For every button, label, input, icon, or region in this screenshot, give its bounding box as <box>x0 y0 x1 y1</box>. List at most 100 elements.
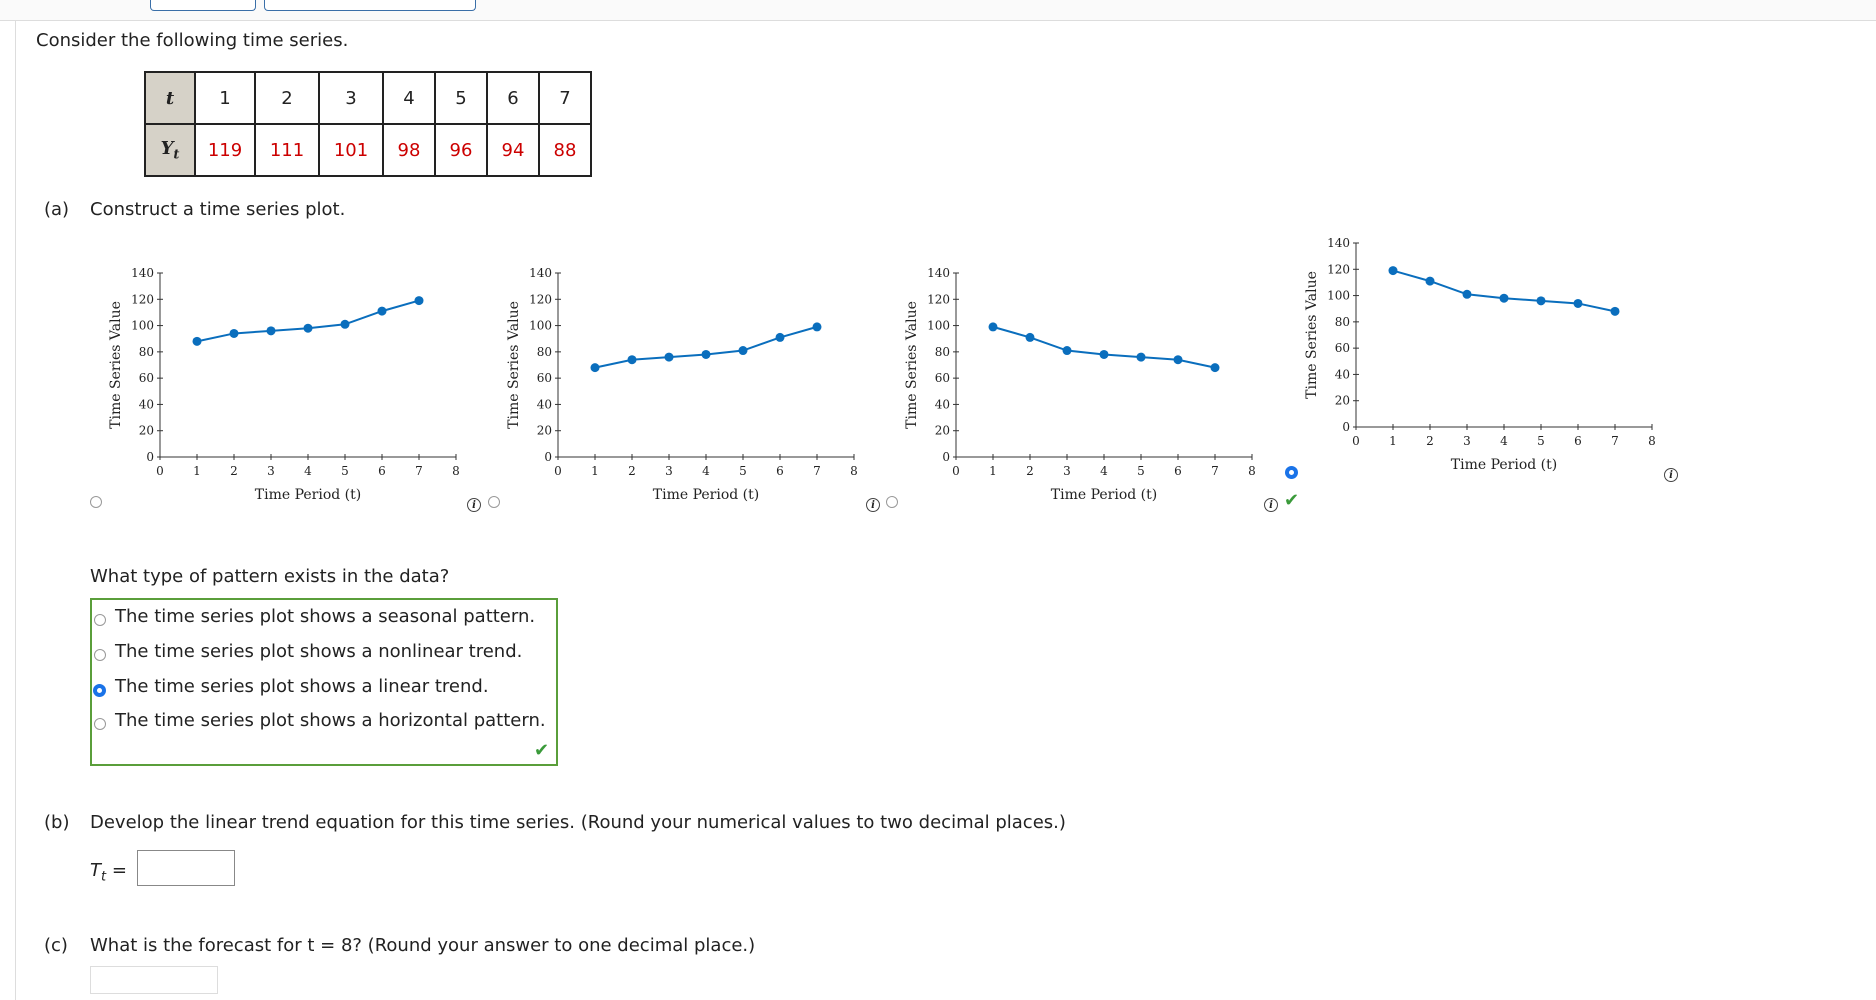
part-c-letter: (c) <box>44 935 68 956</box>
data-point <box>1136 352 1146 362</box>
y-tick-label: 140 <box>131 266 154 280</box>
info-icon[interactable]: i <box>866 498 880 512</box>
x-tick-label: 4 <box>1500 434 1508 448</box>
pattern-option-radio-selected[interactable] <box>93 684 106 697</box>
x-tick-label: 0 <box>1352 434 1360 448</box>
data-point <box>701 349 711 359</box>
y-tick-label: 100 <box>529 319 552 333</box>
data-point <box>192 336 202 346</box>
y-tick-label: 120 <box>1327 262 1350 276</box>
y-tick-label: 0 <box>544 450 552 464</box>
x-tick-label: 5 <box>341 464 349 478</box>
plot-option-4-radio[interactable] <box>1285 466 1298 479</box>
intro-text: Consider the following time series. <box>36 30 349 51</box>
y-tick-label: 20 <box>935 424 950 438</box>
pattern-option-radio[interactable] <box>94 614 106 626</box>
part-c-text: What is the forecast for t = 8? (Round y… <box>90 935 756 956</box>
y-tick-label: 60 <box>537 371 552 385</box>
table-cell: 5 <box>434 71 488 125</box>
x-tick-label: 4 <box>304 464 312 478</box>
data-point <box>1536 296 1546 306</box>
x-tick-label: 4 <box>1100 464 1108 478</box>
y-tick-label: 20 <box>537 424 552 438</box>
data-point <box>266 326 276 336</box>
data-point <box>1173 355 1183 365</box>
info-icon[interactable]: i <box>1264 498 1278 512</box>
pattern-option-radio[interactable] <box>94 718 106 730</box>
table-cell: 96 <box>434 123 488 177</box>
x-tick-label: 8 <box>1648 434 1656 448</box>
table-cell: 119 <box>194 123 256 177</box>
data-point <box>1610 306 1620 316</box>
x-tick-label: 6 <box>1574 434 1582 448</box>
y-tick-label: 60 <box>935 371 950 385</box>
checkmark-icon: ✔ <box>1284 490 1300 511</box>
table-cell: 88 <box>538 123 592 177</box>
pattern-option-label[interactable]: The time series plot shows a seasonal pa… <box>115 606 536 627</box>
pattern-option-label[interactable]: The time series plot shows a linear tren… <box>115 676 489 697</box>
y-tick-label: 120 <box>131 292 154 306</box>
part-a-text: Construct a time series plot. <box>90 199 346 220</box>
info-icon[interactable]: i <box>1664 468 1678 482</box>
pattern-option-label[interactable]: The time series plot shows a horizontal … <box>115 710 546 731</box>
table-cell: 111 <box>254 123 320 177</box>
forecast-input[interactable] <box>90 966 218 994</box>
plot-option-3-radio[interactable] <box>886 496 898 508</box>
x-axis-label: Time Period (t) <box>255 487 361 503</box>
data-point <box>590 363 600 373</box>
table-cell: 7 <box>538 71 592 125</box>
data-point <box>377 306 387 316</box>
top-toolbar <box>0 0 1876 21</box>
x-tick-label: 1 <box>193 464 201 478</box>
x-tick-label: 1 <box>591 464 599 478</box>
y-tick-label: 60 <box>1335 341 1350 355</box>
data-table: t 1 2 3 4 5 6 7 Yt 119 111 101 98 96 94 … <box>144 71 592 177</box>
y-tick-label: 120 <box>529 292 552 306</box>
plot-option-2-radio[interactable] <box>488 496 500 508</box>
plot-option-1-radio[interactable] <box>90 496 102 508</box>
x-tick-label: 2 <box>1426 434 1434 448</box>
part-b-text: Develop the linear trend equation for th… <box>90 812 1066 833</box>
data-point <box>1025 332 1035 342</box>
table-cell: 4 <box>382 71 436 125</box>
data-point <box>414 296 424 306</box>
y-tick-label: 80 <box>537 345 552 359</box>
y-axis-label: Time Series Value <box>904 301 920 429</box>
pattern-question: What type of pattern exists in the data? <box>90 566 450 587</box>
toolbar-tab[interactable] <box>150 0 256 11</box>
info-icon[interactable]: i <box>467 498 481 512</box>
pattern-option-label[interactable]: The time series plot shows a nonlinear t… <box>115 641 523 662</box>
x-tick-label: 1 <box>1389 434 1397 448</box>
trend-equation-label: Tt = <box>90 860 127 885</box>
table-row: t 1 2 3 4 5 6 7 <box>144 71 592 125</box>
y-tick-label: 80 <box>935 345 950 359</box>
toolbar-tab[interactable] <box>264 0 476 11</box>
data-point <box>1499 293 1509 303</box>
x-tick-label: 3 <box>267 464 275 478</box>
y-tick-label: 100 <box>927 319 950 333</box>
data-point <box>812 322 822 332</box>
x-tick-label: 5 <box>1537 434 1545 448</box>
y-tick-label: 0 <box>942 450 950 464</box>
table-cell: 98 <box>382 123 436 177</box>
x-tick-label: 6 <box>378 464 386 478</box>
table-cell: 1 <box>194 71 256 125</box>
x-tick-label: 7 <box>1211 464 1219 478</box>
x-tick-label: 0 <box>156 464 164 478</box>
x-axis-label: Time Period (t) <box>1051 487 1157 503</box>
data-point <box>664 352 674 362</box>
data-point <box>340 319 350 329</box>
content-border <box>15 20 16 1000</box>
data-point <box>1062 346 1072 356</box>
x-tick-label: 7 <box>415 464 423 478</box>
trend-equation-input[interactable] <box>137 850 235 886</box>
x-tick-label: 7 <box>1611 434 1619 448</box>
x-tick-label: 6 <box>1174 464 1182 478</box>
t-header: t <box>144 71 196 125</box>
pattern-option-radio[interactable] <box>94 649 106 661</box>
x-tick-label: 7 <box>813 464 821 478</box>
